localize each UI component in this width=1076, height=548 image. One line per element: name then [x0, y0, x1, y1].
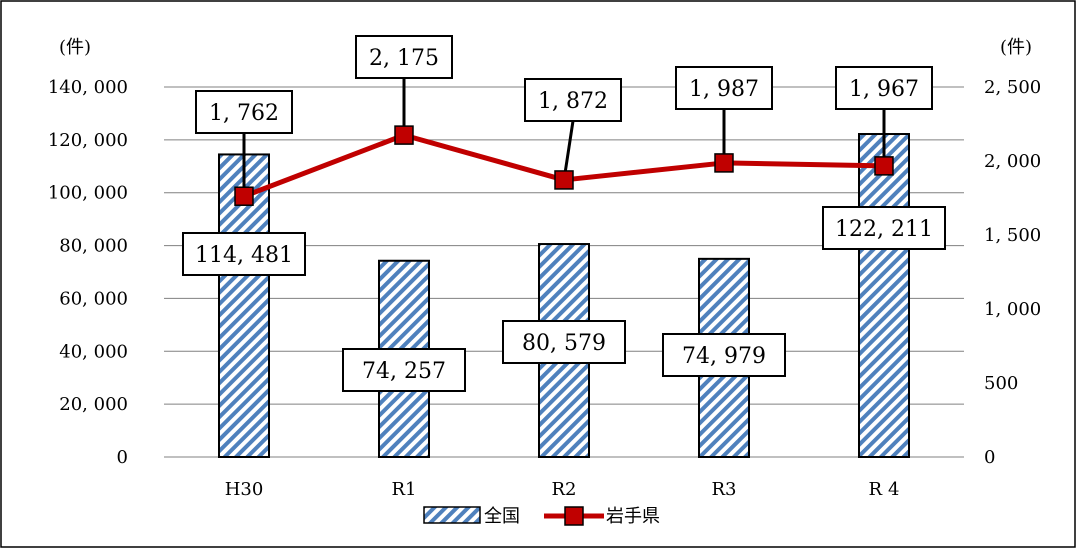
bar-value-box [502, 320, 626, 364]
right-tick-label: 500 [984, 373, 1018, 394]
category-label: R3 [711, 479, 736, 500]
bar-value-label: 114, 481 [195, 243, 293, 268]
line-value-label: 2, 175 [369, 46, 439, 71]
bar-value-label: 80, 579 [522, 331, 606, 356]
right-tick-label: 1, 000 [984, 299, 1041, 320]
bar-value-box [342, 348, 466, 392]
legend-swatch-bar [423, 506, 481, 524]
right-tick-label: 2, 500 [984, 77, 1041, 98]
line-value-label: 1, 987 [689, 77, 759, 102]
bar-value-box [822, 206, 946, 250]
right-axis-unit: (件) [1000, 37, 1032, 58]
line-value-label: 1, 872 [538, 89, 608, 114]
line-value-box [195, 90, 293, 134]
line-value-label: 1, 762 [209, 101, 279, 126]
bar-value-label: 74, 257 [362, 359, 446, 384]
category-label: R2 [551, 479, 576, 500]
line-value-box [675, 66, 773, 110]
line-value-label: 1, 967 [849, 77, 919, 102]
left-tick-label: 120, 000 [48, 130, 128, 151]
left-tick-label: 100, 000 [48, 183, 128, 204]
line-value-box [835, 66, 933, 110]
category-label: H30 [225, 479, 264, 500]
left-tick-label: 80, 000 [59, 236, 128, 257]
left-tick-label: 60, 000 [59, 288, 128, 309]
left-tick-label: 140, 000 [48, 77, 128, 98]
leader-line [562, 120, 575, 181]
right-tick-label: 2, 000 [984, 151, 1041, 172]
line-marker [714, 153, 734, 173]
category-label: R 4 [869, 479, 900, 500]
line-marker [554, 170, 574, 190]
right-tick-label: 1, 500 [984, 225, 1041, 246]
line-marker [874, 156, 894, 176]
line-value-box [524, 78, 622, 122]
right-tick-label: 0 [984, 447, 995, 468]
bar-value-box [182, 232, 306, 276]
left-tick-label: 20, 000 [59, 394, 128, 415]
left-axis-unit: (件) [59, 37, 91, 58]
bar [858, 133, 910, 458]
legend-label: 全国 [484, 506, 520, 527]
legend-label: 岩手県 [606, 506, 660, 527]
left-tick-label: 40, 000 [59, 341, 128, 362]
bar-value-label: 122, 211 [835, 217, 933, 242]
line-marker [234, 186, 254, 206]
line-marker [394, 125, 414, 145]
bar-value-box [662, 333, 786, 377]
bar-value-label: 74, 979 [682, 344, 766, 369]
category-label: R1 [391, 479, 416, 500]
left-tick-label: 0 [117, 447, 128, 468]
line-value-box [355, 35, 453, 79]
legend-marker [564, 506, 584, 526]
